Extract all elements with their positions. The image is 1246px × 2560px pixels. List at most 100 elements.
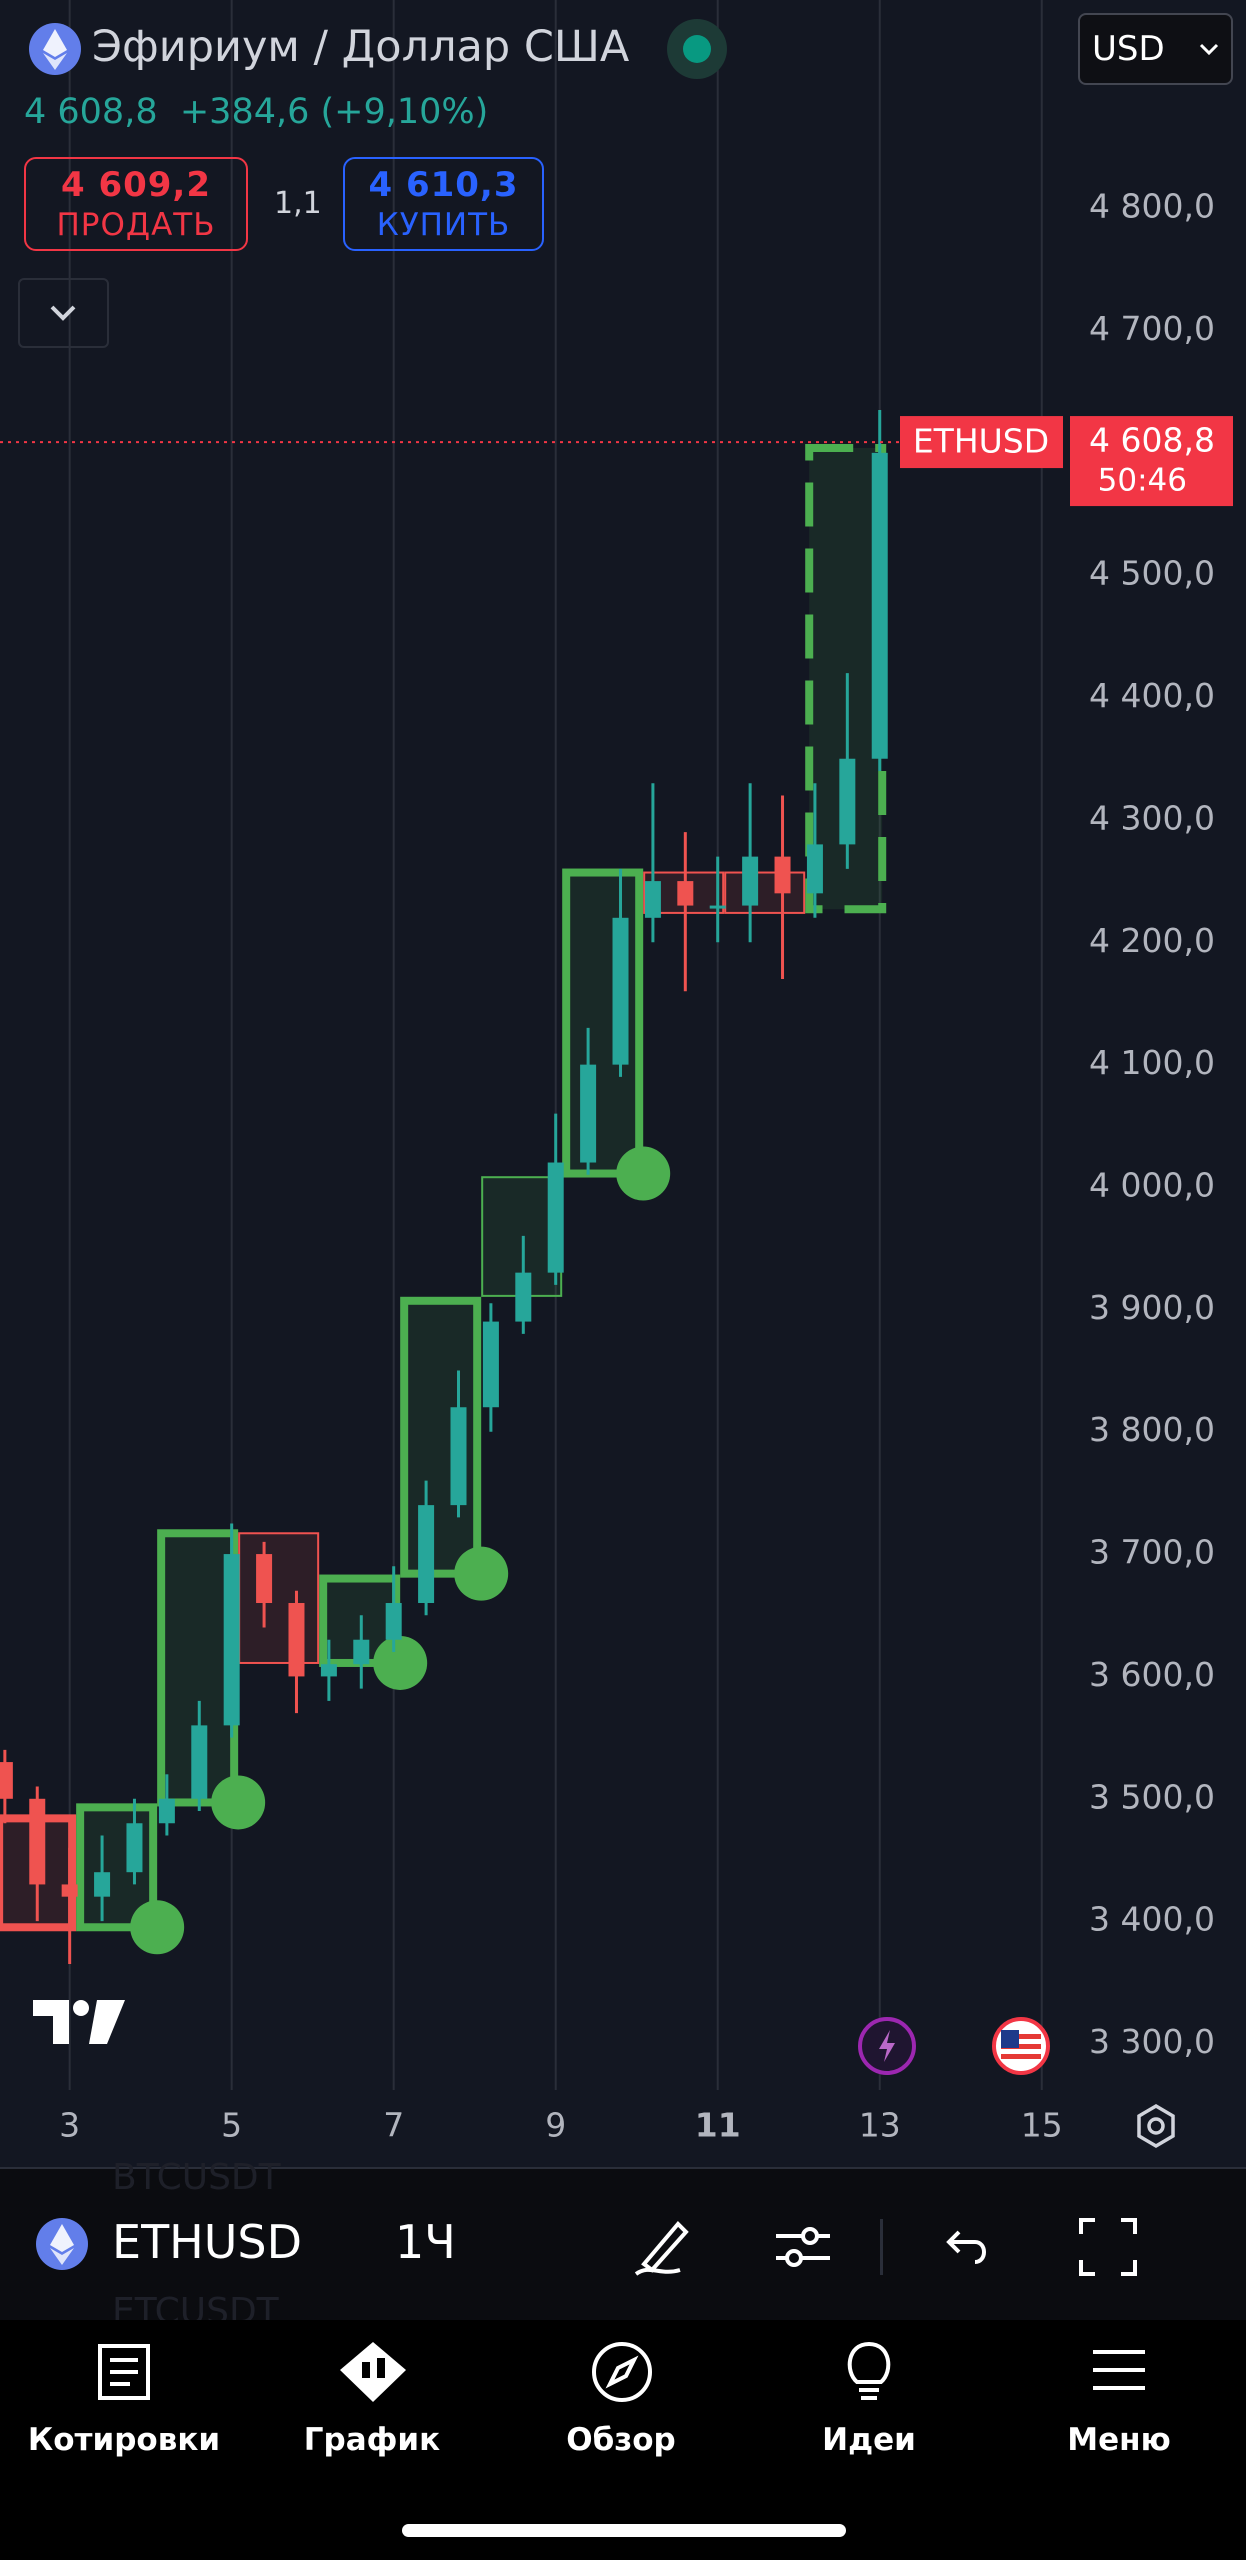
- nav-icon: [847, 2341, 891, 2400]
- y-tick-label: 4 700,0: [1089, 309, 1215, 348]
- y-tick-label: 3 300,0: [1089, 2022, 1215, 2061]
- nav-label[interactable]: Обзор: [566, 2422, 676, 2458]
- candle-body: [482, 1321, 499, 1408]
- price-tag-text: 4 608,8: [1089, 421, 1215, 460]
- currency-select[interactable]: USD: [1078, 13, 1233, 85]
- home-indicator: [402, 2524, 846, 2537]
- last-price: 4 608,8: [24, 92, 158, 132]
- y-tick-label: 4 200,0: [1089, 921, 1215, 960]
- x-tick-label: 7: [383, 2106, 404, 2145]
- candle-body: [385, 1603, 402, 1640]
- chevron: [1199, 43, 1219, 56]
- market-status[interactable]: [665, 17, 729, 81]
- y-tick-label: 3 600,0: [1089, 1655, 1215, 1694]
- candle-body: [450, 1407, 467, 1506]
- x-tick-label: 5: [221, 2106, 242, 2145]
- price-change: +384,6 (+9,10%): [179, 92, 489, 132]
- candle-body: [515, 1272, 532, 1322]
- nav-icon: [1093, 2350, 1145, 2390]
- candle-body: [547, 1162, 564, 1273]
- candle-body: [256, 1554, 273, 1604]
- bottom-nav: Котировки График Обзор Идеи Меню: [0, 2320, 1246, 2560]
- candle-body: [644, 881, 661, 918]
- undo[interactable]: [935, 2214, 1001, 2280]
- nav-label[interactable]: Идеи: [822, 2422, 916, 2458]
- eth-icon: [29, 23, 81, 75]
- box-marker: [130, 1900, 185, 1955]
- candle-body: [774, 856, 791, 894]
- y-tick-label: 4 000,0: [1089, 1165, 1215, 1204]
- candle-body: [418, 1505, 435, 1604]
- nav-label[interactable]: График: [303, 2422, 441, 2458]
- toolbar: BTCUSDT ETCUSDT ETHUSD 1Ч: [0, 2157, 1246, 2332]
- candle-body: [94, 1872, 111, 1897]
- y-tick-label: 3 400,0: [1089, 1900, 1215, 1939]
- countdown: 50:46: [1098, 463, 1187, 499]
- buy-label: КУПИТЬ: [376, 207, 511, 243]
- collapse-button[interactable]: [18, 278, 109, 348]
- nav-icon: [340, 2342, 406, 2402]
- x-tick-label: 3: [59, 2106, 80, 2145]
- nav-icon: [592, 2342, 652, 2402]
- sell-button[interactable]: 4 609,2 ПРОДАТЬ: [24, 157, 248, 251]
- sell-label: ПРОДАТЬ: [56, 207, 216, 243]
- candle-body: [0, 1762, 13, 1799]
- box-marker: [211, 1775, 266, 1830]
- candle-body: [320, 1664, 337, 1677]
- y-tick-label: 3 700,0: [1089, 1533, 1215, 1572]
- drawing-tool[interactable]: [630, 2214, 696, 2280]
- symbol-title[interactable]: Эфириум / Доллар США: [92, 22, 630, 72]
- y-tick-label: 3 800,0: [1089, 1410, 1215, 1449]
- box-marker: [373, 1635, 428, 1690]
- chevron: [50, 305, 76, 321]
- candle-body: [612, 917, 629, 1065]
- spread: 1,1: [274, 186, 322, 221]
- y-tick-label: 4 500,0: [1089, 554, 1215, 593]
- box-marker: [616, 1146, 671, 1201]
- symbol-tag-text: ETHUSD: [913, 422, 1049, 461]
- fullscreen[interactable]: [1075, 2214, 1141, 2280]
- divider: [880, 2219, 883, 2275]
- candle-body: [709, 905, 726, 909]
- tv-logo: [33, 2000, 125, 2044]
- eth-icon: [36, 2218, 88, 2270]
- symbol-tag: [900, 416, 1063, 469]
- currency: USD: [1092, 29, 1165, 69]
- nav-label[interactable]: Меню: [1067, 2422, 1171, 2458]
- y-tick-label: 3 900,0: [1089, 1288, 1215, 1327]
- nav-icon: [98, 2344, 150, 2400]
- events-button[interactable]: [857, 2016, 917, 2076]
- candle-body: [191, 1725, 208, 1799]
- nav-label[interactable]: Котировки: [27, 2422, 221, 2458]
- chart: 3 5 7 9 11 13 15 3 300,0 3 400,0 3 500,0 3 600,0 3 …: [0, 0, 1233, 2145]
- ghost-symbol: BTCUSDT: [112, 2157, 281, 2198]
- settings-button[interactable]: [1132, 2102, 1180, 2150]
- candle-body: [742, 856, 759, 906]
- candle-body: [61, 1884, 78, 1897]
- price-line: 4 608,8 +384,6 (+9,10%): [24, 92, 488, 132]
- candle-body: [126, 1823, 143, 1873]
- candle-body: [158, 1798, 175, 1824]
- toolbar-symbol[interactable]: ETHUSD: [112, 2215, 303, 2269]
- buy-button[interactable]: 4 610,3 КУПИТЬ: [343, 157, 544, 251]
- y-tick-label: 3 500,0: [1089, 1777, 1215, 1816]
- economic-events[interactable]: [991, 2016, 1051, 2076]
- candle-body: [677, 881, 694, 906]
- sell-price: 4 609,2: [60, 165, 212, 205]
- y-tick-label: 4 100,0: [1089, 1043, 1215, 1082]
- candle-body: [353, 1639, 370, 1665]
- plot-area: [0, 410, 888, 1964]
- candle-body: [29, 1798, 46, 1885]
- candle-body: [223, 1554, 240, 1726]
- x-tick-label: 15: [1021, 2106, 1063, 2145]
- candle-body: [288, 1603, 305, 1677]
- candle-body: [580, 1064, 597, 1163]
- y-tick-label: 4 800,0: [1089, 187, 1215, 226]
- buy-price: 4 610,3: [368, 165, 519, 205]
- indicators[interactable]: [770, 2214, 836, 2280]
- x-tick-label: 9: [545, 2106, 566, 2145]
- interval[interactable]: 1Ч: [395, 2215, 456, 2269]
- candle-body: [871, 452, 888, 759]
- box-marker: [454, 1546, 509, 1601]
